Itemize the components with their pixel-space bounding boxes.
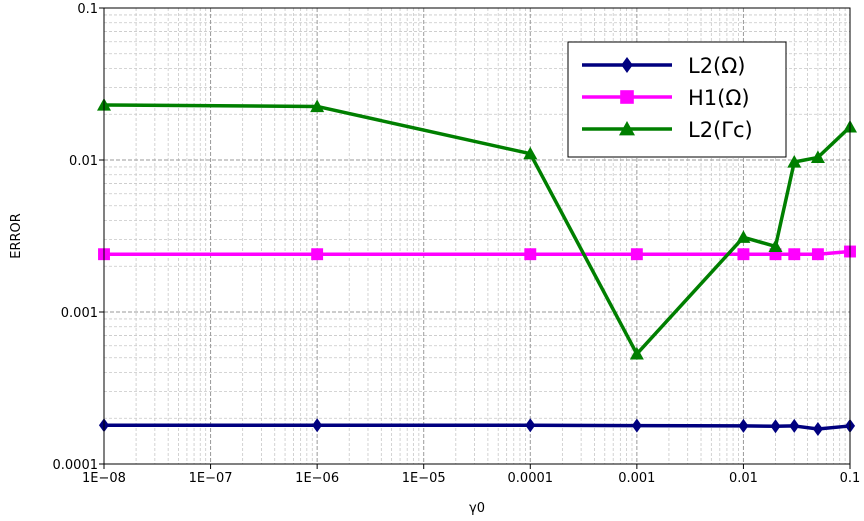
data-point (770, 419, 781, 434)
legend-marker (621, 57, 633, 73)
data-point (630, 248, 643, 261)
x-tick-label: 1E−06 (295, 471, 339, 486)
series-0 (98, 418, 856, 436)
data-point (769, 248, 782, 261)
data-point (310, 99, 325, 113)
plot-frame (103, 7, 851, 465)
x-axis-ticks: 1E−08 1E−07 1E−06 1E−05 0.0001 0.001 0.01 0.1 (82, 464, 860, 486)
legend-label: L2(Γc) (688, 118, 753, 142)
series-layer (97, 98, 857, 436)
x-tick-label: 0.1 (840, 471, 861, 486)
data-point (787, 155, 802, 168)
x-axis-title: γ0 (469, 501, 485, 516)
data-point (788, 248, 801, 261)
data-point (810, 150, 825, 164)
data-point (525, 418, 536, 433)
data-point (311, 248, 324, 261)
data-point (768, 239, 783, 253)
data-point (629, 346, 644, 360)
data-point (524, 248, 537, 261)
y-tick-label: 0.001 (61, 306, 98, 321)
y-tick-label: 0.01 (69, 154, 98, 169)
x-tick-label: 0.0001 (508, 471, 554, 486)
data-point (738, 418, 749, 433)
data-point (737, 248, 750, 261)
y-tick-label: 0.1 (77, 2, 98, 17)
data-point (812, 421, 823, 436)
legend-marker (620, 90, 634, 104)
y-axis-title: ERROR (9, 213, 24, 259)
data-point (811, 248, 824, 261)
legend-label: H1(Ω) (688, 86, 750, 110)
legend: L2(Ω) H1(Ω) L2(Γc) (567, 41, 787, 158)
legend-label: L2(Ω) (688, 54, 746, 78)
data-point (312, 418, 323, 433)
data-point (789, 418, 800, 433)
x-tick-label: 1E−08 (82, 471, 126, 486)
data-point (631, 418, 642, 433)
x-tick-label: 0.001 (618, 471, 655, 486)
legend-marker (619, 121, 635, 136)
legend-box (567, 41, 787, 158)
x-tick-label: 1E−05 (402, 471, 446, 486)
y-axis-ticks: 0.0001 0.001 0.01 0.1 (53, 2, 104, 473)
data-point (523, 146, 538, 160)
y-tick-label: 0.0001 (53, 458, 99, 473)
x-tick-label: 1E−07 (189, 471, 233, 486)
x-tick-label: 0.01 (729, 471, 758, 486)
data-point (736, 230, 751, 243)
